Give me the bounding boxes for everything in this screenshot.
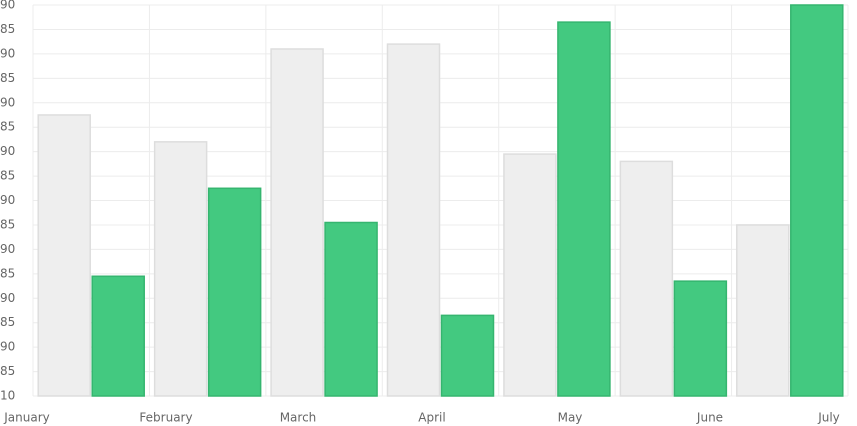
y-tick-label: 85 bbox=[0, 266, 15, 280]
y-tick-label: 90 bbox=[0, 242, 15, 256]
y-tick-label: 85 bbox=[0, 22, 15, 36]
y-tick-label: 85 bbox=[0, 169, 15, 183]
y-tick-label: 90 bbox=[0, 95, 15, 109]
bar bbox=[557, 21, 611, 397]
bar bbox=[207, 187, 262, 397]
bar bbox=[153, 141, 208, 397]
bar bbox=[386, 43, 441, 397]
y-tick-label: 90 bbox=[0, 193, 15, 207]
y-tick-label: 90 bbox=[0, 340, 15, 354]
y-tick-label: 85 bbox=[0, 315, 15, 329]
y-tick-label: 85 bbox=[0, 217, 15, 231]
bar bbox=[270, 48, 324, 397]
y-tick-label: 90 bbox=[0, 0, 15, 12]
bar bbox=[736, 224, 790, 397]
x-tick-label: January bbox=[3, 411, 50, 425]
x-tick-label: March bbox=[280, 411, 317, 425]
y-tick-label: 85 bbox=[0, 364, 15, 378]
y-tick-label: 90 bbox=[0, 291, 15, 305]
x-tick-label: June bbox=[696, 411, 723, 425]
y-tick-label: 85 bbox=[0, 120, 15, 134]
bar bbox=[673, 280, 728, 397]
y-tick-label: 90 bbox=[0, 46, 15, 60]
bar bbox=[440, 314, 495, 397]
y-tick-label: 85 bbox=[0, 71, 15, 85]
x-tick-label: July bbox=[817, 411, 840, 425]
bar bbox=[503, 153, 557, 397]
bar bbox=[619, 160, 674, 397]
bar bbox=[790, 4, 844, 397]
bar bbox=[91, 275, 145, 397]
x-tick-label: May bbox=[558, 411, 583, 425]
x-tick-label: February bbox=[139, 411, 192, 425]
y-tick-label: 10 bbox=[0, 389, 15, 403]
bar bbox=[324, 221, 378, 397]
bar bbox=[37, 114, 91, 397]
y-tick-label: 90 bbox=[0, 144, 15, 158]
x-tick-label: April bbox=[418, 411, 445, 425]
